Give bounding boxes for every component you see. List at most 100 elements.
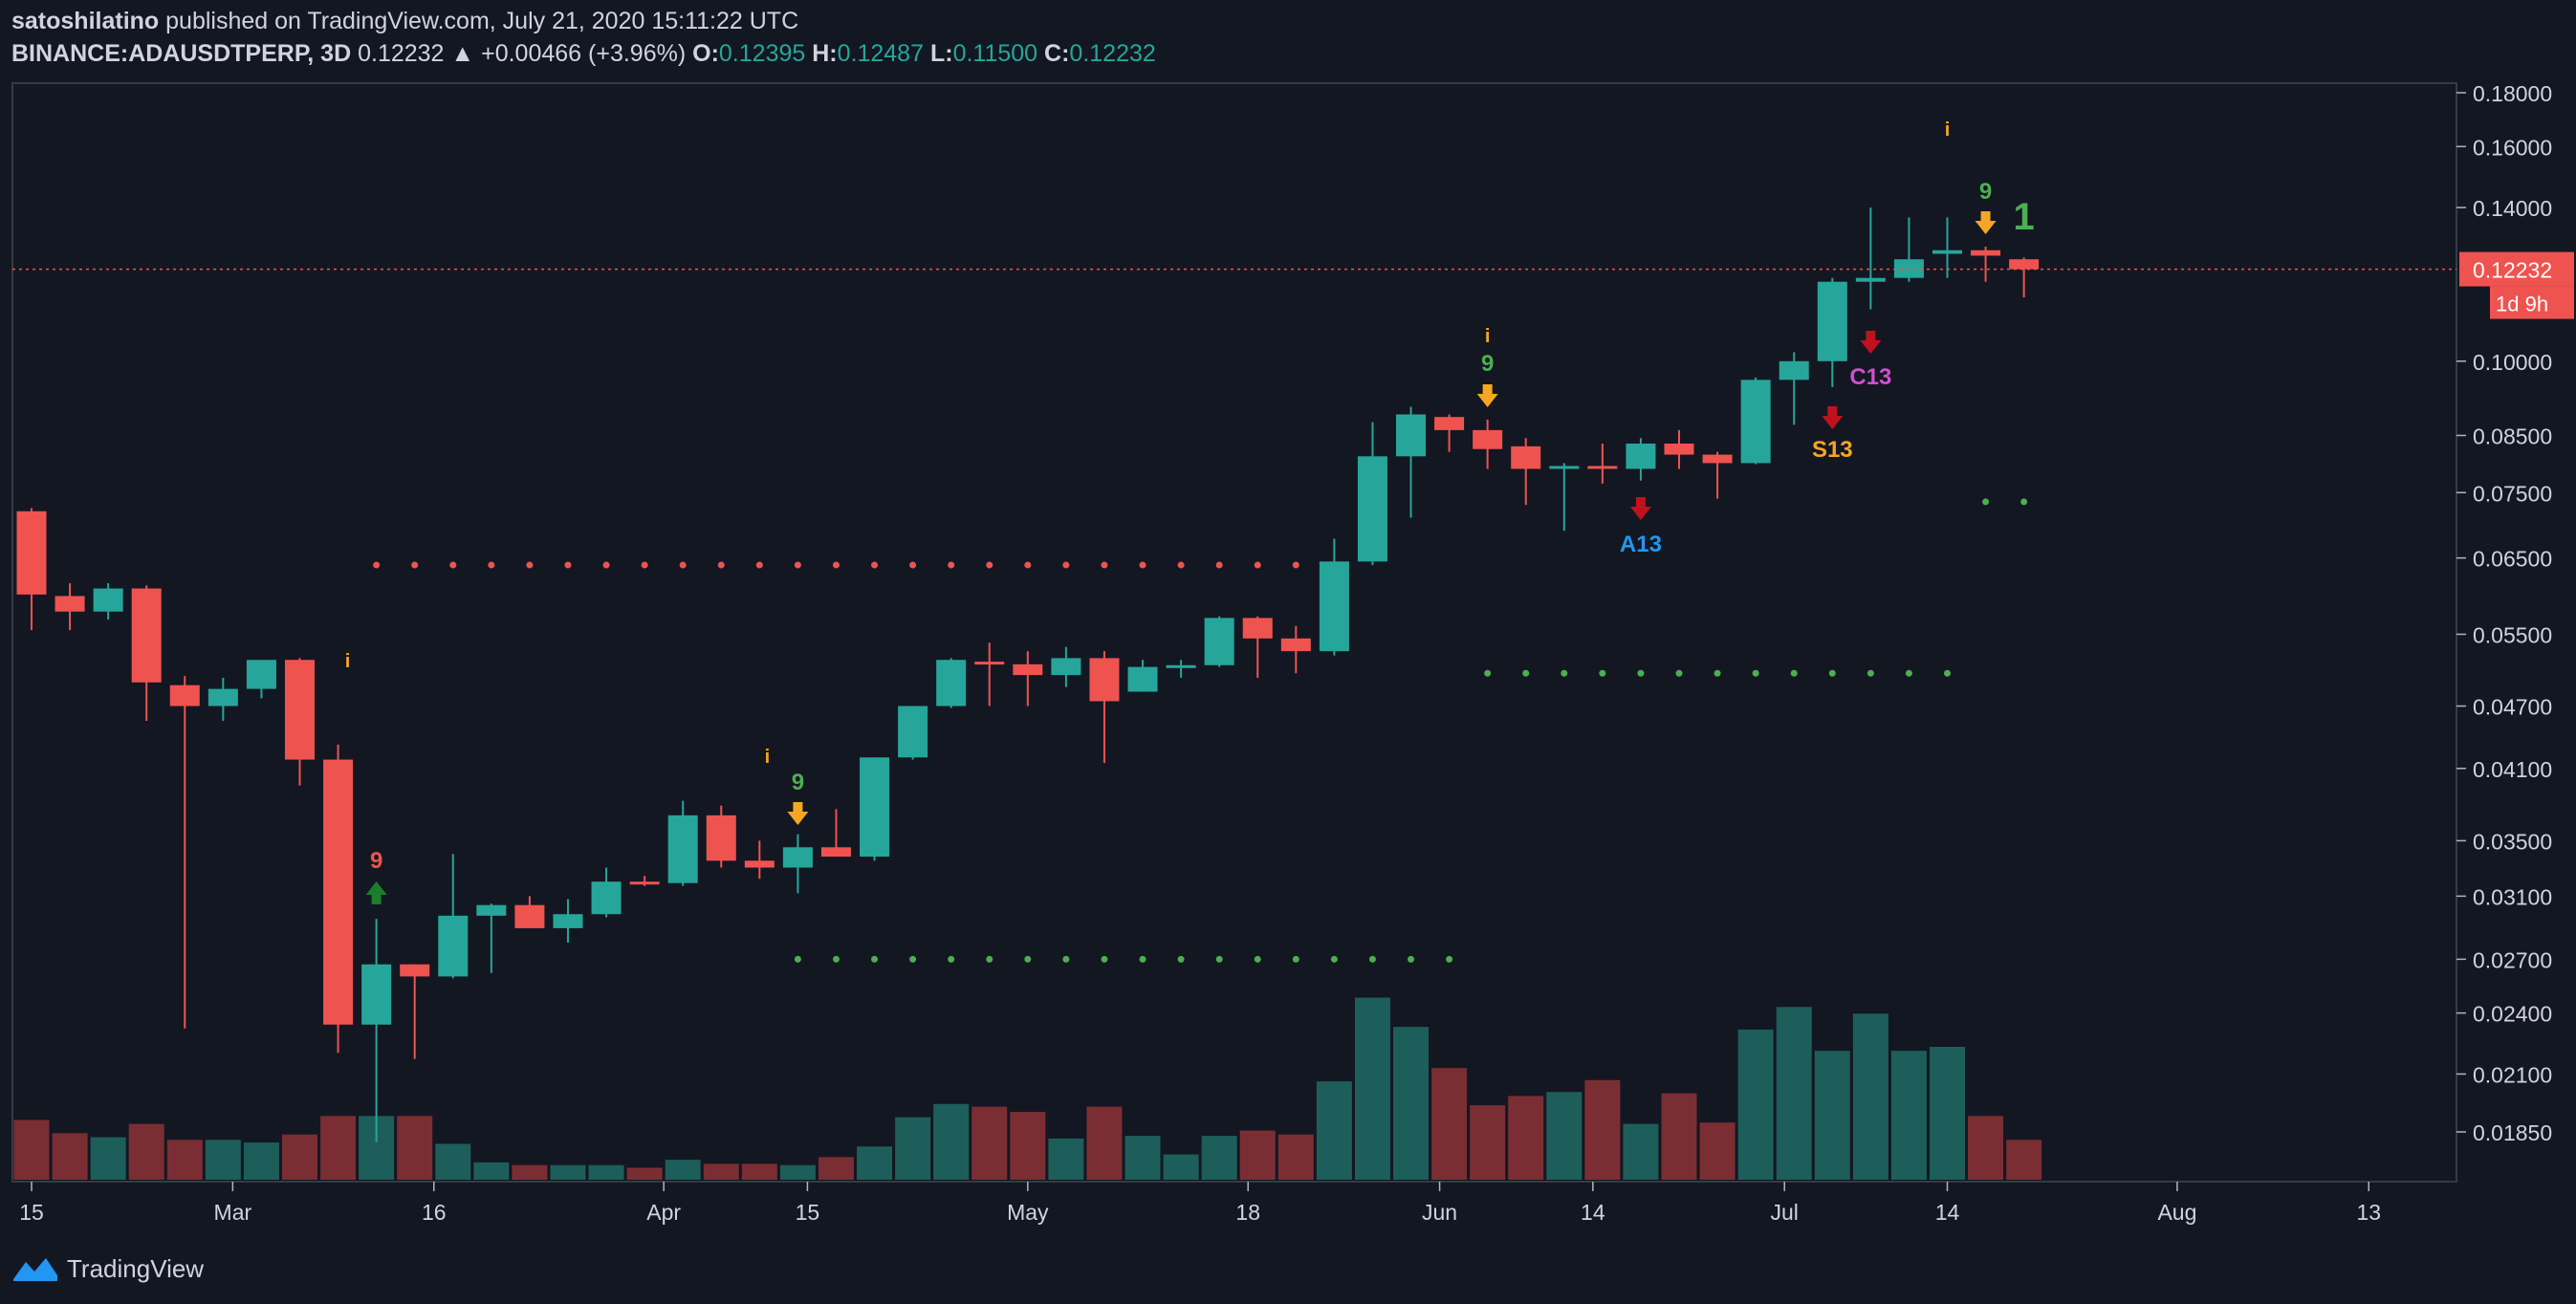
author-name[interactable]: satoshilatino bbox=[11, 8, 160, 34]
resistance-dot bbox=[755, 561, 763, 569]
support-dot bbox=[1408, 955, 1415, 963]
price-tick-label: 0.01850 bbox=[2473, 1120, 2552, 1145]
candle-body bbox=[1855, 277, 1886, 282]
support-dot bbox=[1522, 669, 1530, 677]
volume-bar bbox=[90, 1137, 126, 1180]
price-tick-label: 0.05500 bbox=[2473, 622, 2552, 647]
candle-body bbox=[246, 660, 276, 689]
volume-bar bbox=[818, 1157, 854, 1180]
arrow-down-icon bbox=[1822, 406, 1844, 429]
candle-body bbox=[1242, 618, 1273, 639]
candle-body bbox=[974, 662, 1005, 665]
brand-name[interactable]: TradingView bbox=[67, 1253, 205, 1283]
symbol-name[interactable]: BINANCE:ADAUSDTPERP, 3D bbox=[11, 40, 352, 67]
volume-bar bbox=[933, 1103, 970, 1180]
price-tick-label: 0.03500 bbox=[2473, 829, 2552, 854]
volume-bar bbox=[205, 1140, 241, 1180]
volume-bar bbox=[626, 1167, 663, 1180]
volume-bar bbox=[1814, 1051, 1850, 1180]
price-tick-label: 0.04700 bbox=[2473, 695, 2552, 720]
time-tick-label: 15 bbox=[19, 1200, 44, 1225]
support-dot bbox=[1024, 955, 1032, 963]
support-dot bbox=[1675, 669, 1683, 677]
support-dot bbox=[1368, 955, 1376, 963]
candle-body bbox=[1319, 561, 1349, 652]
volume-bar bbox=[741, 1163, 777, 1180]
resistance-dot bbox=[794, 561, 801, 569]
price-tick-label: 0.10000 bbox=[2473, 350, 2552, 375]
candles-layer bbox=[16, 207, 2040, 1142]
volume-bar bbox=[435, 1143, 471, 1180]
support-dot bbox=[1484, 669, 1492, 677]
time-tick-label: Jul bbox=[1770, 1200, 1798, 1225]
info-marker: i bbox=[1945, 120, 1951, 141]
candle-body bbox=[438, 915, 469, 977]
resistance-dot bbox=[373, 561, 381, 569]
volume-bar bbox=[1354, 997, 1390, 1180]
volume-bar bbox=[971, 1106, 1008, 1180]
support-dot bbox=[871, 955, 879, 963]
candle-body bbox=[1051, 658, 1081, 676]
support-dot bbox=[1561, 669, 1568, 677]
candle-body bbox=[361, 964, 392, 1025]
td-count-label: 9 bbox=[792, 770, 804, 795]
candle-body bbox=[1740, 380, 1771, 464]
price-axis[interactable]: 0.18000 0.16000 0.14000 0.10000 0.08500 0.075… bbox=[2456, 81, 2574, 1145]
candle-body bbox=[131, 588, 162, 683]
time-tick-label: 18 bbox=[1235, 1200, 1260, 1225]
resistance-dot bbox=[909, 561, 917, 569]
volume-bar bbox=[1470, 1105, 1506, 1180]
price-tick-label: 0.06500 bbox=[2473, 547, 2552, 572]
volume-bar bbox=[703, 1163, 739, 1180]
candle-body bbox=[1817, 281, 1847, 361]
countdown-badge bbox=[2490, 286, 2574, 319]
arrow-down-icon bbox=[1476, 384, 1498, 407]
price-tick-label: 0.03100 bbox=[2473, 884, 2552, 909]
last-price: 0.12232 bbox=[358, 40, 445, 67]
support-dot bbox=[1330, 955, 1338, 963]
resistance-dot bbox=[449, 561, 457, 569]
candle-body bbox=[1280, 638, 1311, 652]
current-price-badge bbox=[2459, 251, 2574, 287]
price-tick-label: 0.02700 bbox=[2473, 947, 2552, 972]
candle-body bbox=[1779, 360, 1809, 380]
candle-body bbox=[667, 815, 698, 883]
support-dot bbox=[1637, 669, 1645, 677]
support-dot bbox=[1752, 669, 1759, 677]
resistance-dot bbox=[1024, 561, 1032, 569]
candle-body bbox=[93, 588, 123, 612]
candle-body bbox=[2009, 259, 2040, 270]
open-value: 0.12395 bbox=[718, 40, 806, 67]
volume-bar bbox=[1163, 1154, 1199, 1180]
resistance-dot bbox=[948, 561, 955, 569]
volume-bar bbox=[473, 1162, 510, 1180]
resistance-dot bbox=[1062, 561, 1070, 569]
resistance-dot bbox=[602, 561, 610, 569]
candle-body bbox=[1932, 250, 1962, 254]
info-marker: i bbox=[345, 651, 351, 672]
footer: TradingView bbox=[11, 1252, 204, 1285]
time-tick-label: 16 bbox=[422, 1200, 447, 1225]
resistance-dot bbox=[871, 561, 879, 569]
support-dot bbox=[1139, 955, 1146, 963]
time-tick-label: 14 bbox=[1581, 1200, 1605, 1225]
volume-bar bbox=[512, 1164, 548, 1180]
candle-body bbox=[1626, 443, 1656, 469]
candle-body bbox=[16, 511, 47, 595]
tradingview-logo-icon[interactable] bbox=[11, 1254, 59, 1283]
support-dot bbox=[1062, 955, 1070, 963]
volume-bar bbox=[281, 1134, 317, 1180]
candle-body bbox=[1434, 417, 1465, 430]
support-dot bbox=[909, 955, 917, 963]
candle-body bbox=[169, 685, 200, 706]
resistance-dot bbox=[641, 561, 648, 569]
support-dot bbox=[1867, 669, 1874, 677]
time-axis[interactable]: 15 Mar 16 Apr 15 May 18 Jun 14 Jul 14 Aug 13 bbox=[19, 1182, 2381, 1225]
volume-bar bbox=[1968, 1116, 2004, 1180]
candle-body bbox=[820, 847, 851, 858]
volume-bar bbox=[1776, 1007, 1812, 1180]
volume-bar bbox=[128, 1123, 164, 1180]
price-change: ▲ +0.00466 (+3.96%) bbox=[450, 40, 687, 67]
close-value: 0.12232 bbox=[1069, 40, 1156, 67]
